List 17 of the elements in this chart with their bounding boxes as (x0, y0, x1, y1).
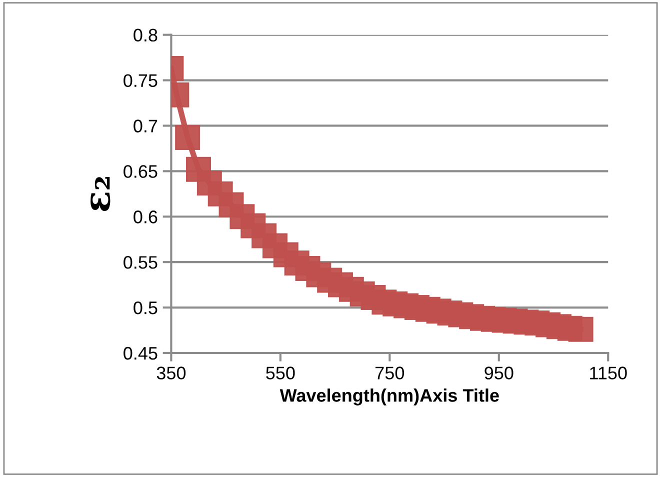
y-axis-title: ε₂ (90, 177, 110, 212)
y-tick-label: 0.45 (124, 346, 158, 360)
x-tick-label: 950 (484, 366, 514, 380)
x-tick-label: 550 (266, 366, 295, 380)
point (568, 316, 594, 342)
x-axis-title: Wavelength(nm)Axis Title (280, 388, 499, 406)
y-tick-label: 0.8 (134, 28, 158, 42)
y-tick-label: 0.7 (134, 120, 158, 132)
x-tick-label: 750 (376, 366, 404, 380)
x-tick-label: 1150 (590, 366, 627, 380)
x-tick-label: 350 (156, 366, 186, 380)
y-tick-label: 0.65 (124, 165, 158, 178)
point (175, 125, 200, 150)
y-tick-label: 0.6 (134, 210, 158, 224)
y-tick-label: 0.75 (124, 74, 158, 87)
y-tick-label: 0.55 (124, 256, 158, 269)
y-tick-label: 0.5 (134, 301, 158, 314)
